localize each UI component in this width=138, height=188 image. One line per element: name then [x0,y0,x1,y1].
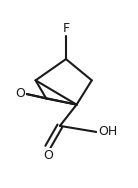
Text: O: O [15,87,25,101]
Text: F: F [62,22,70,35]
Text: O: O [43,149,53,162]
Text: OH: OH [98,125,117,138]
